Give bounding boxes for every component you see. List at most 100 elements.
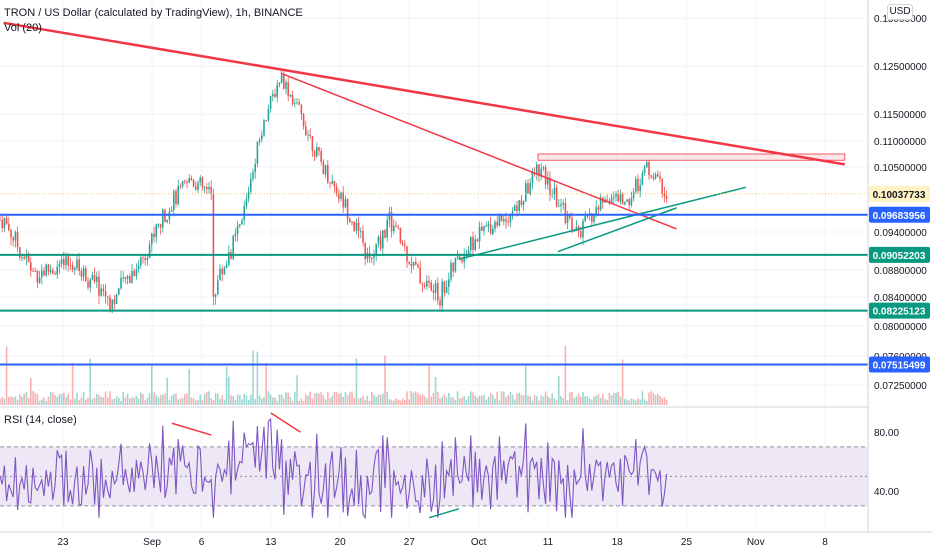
candle-123 [269, 95, 272, 113]
candle-259 [569, 212, 571, 220]
candle-36 [78, 252, 80, 276]
volume-bar-142 [311, 398, 314, 405]
candle-201 [441, 278, 443, 313]
candle-body-19 [41, 270, 43, 278]
volume-bar-177 [388, 399, 391, 405]
candle-body-84 [184, 180, 186, 182]
candle-81 [177, 179, 179, 206]
volume-bar-56 [122, 391, 124, 405]
candle-body-224 [492, 228, 494, 235]
candle-body-251 [551, 194, 553, 196]
candle-body-153 [335, 186, 338, 195]
candle-87 [190, 175, 193, 182]
currency-button[interactable]: USD [887, 4, 913, 20]
candle-23 [49, 264, 52, 275]
candle-body-98 [214, 294, 217, 297]
volume-bar-264 [580, 396, 582, 405]
volume-bar-298 [654, 394, 657, 405]
candle-body-240 [527, 183, 529, 194]
candle-67 [146, 254, 149, 266]
volume-bar-64 [140, 392, 142, 405]
candle-118 [258, 137, 261, 146]
candle-37 [80, 267, 83, 281]
candle-43 [93, 267, 96, 284]
volume-bar-125 [274, 397, 276, 405]
candle-body-169 [371, 258, 373, 259]
candle-body-281 [617, 193, 619, 202]
candle-body-247 [542, 167, 545, 169]
candle-body-237 [520, 200, 523, 205]
candle-38 [82, 265, 85, 282]
candle-body-64 [140, 257, 142, 266]
price-label-1: 0.09683956 [869, 206, 930, 223]
volume-bar-9 [19, 394, 21, 405]
candle-body-96 [210, 186, 212, 194]
candle-body-298 [654, 174, 657, 179]
candle-232 [509, 213, 512, 228]
candle-body-110 [241, 220, 243, 224]
rsi-indicator-label[interactable]: RSI (14, close) [4, 414, 77, 426]
candle-141 [309, 128, 311, 139]
candle-65 [142, 255, 144, 264]
grid-lines [0, 0, 868, 528]
volume-bar-91 [199, 394, 201, 405]
candle-44 [96, 271, 98, 289]
candle-112 [245, 193, 248, 210]
candle-109 [239, 223, 241, 229]
volume-bar-81 [177, 399, 179, 405]
volume-bar-165 [362, 395, 364, 405]
candle-body-17 [36, 271, 39, 283]
candle-155 [340, 191, 342, 202]
volume-bar-8 [16, 399, 19, 405]
volume-bar-219 [481, 395, 483, 405]
candle-222 [487, 220, 490, 233]
volume-bar-189 [415, 391, 417, 405]
symbol-title[interactable]: TRON / US Dollar (calculated by TradingV… [4, 7, 303, 19]
volume-bar-301 [661, 398, 663, 405]
candle-111 [243, 200, 245, 226]
volume-bar-302 [663, 397, 666, 405]
candle-body-114 [250, 178, 252, 192]
candle-body-205 [450, 262, 452, 280]
volume-bar-288 [632, 399, 635, 405]
volume-indicator-label[interactable]: Vol (20) [4, 22, 42, 34]
volume-bar-133 [291, 400, 294, 405]
candle-110 [241, 217, 243, 226]
volume-bar-60 [131, 397, 133, 405]
volume-bar-157 [344, 392, 347, 405]
candle-49 [107, 295, 109, 306]
candle-body-24 [52, 270, 54, 274]
volume-bar-59 [129, 398, 131, 405]
volume-bar-86 [188, 369, 190, 405]
candle-body-260 [571, 217, 573, 232]
candle-64 [140, 254, 142, 269]
chart-header: TRON / US Dollar (calculated by TradingV… [4, 6, 303, 36]
candle-body-220 [483, 226, 485, 231]
candle-body-217 [476, 239, 479, 242]
candle-body-108 [236, 225, 239, 234]
candle-14 [30, 257, 32, 277]
candle-8 [16, 226, 19, 253]
candle-152 [333, 180, 336, 193]
candle-9 [19, 246, 21, 261]
volume-bar-173 [379, 394, 382, 405]
candle-body-39 [85, 268, 87, 282]
price-tick-6: 0.10500000 [874, 163, 927, 174]
candle-body-204 [448, 279, 450, 288]
volume-bar-283 [621, 359, 624, 405]
volume-bar-238 [522, 395, 525, 405]
candle-body-167 [366, 252, 369, 259]
volume-bar-247 [542, 396, 545, 405]
volume-bar-102 [223, 399, 226, 405]
candle-115 [252, 168, 254, 182]
volume-bar-61 [133, 397, 135, 405]
candle-body-68 [148, 244, 151, 259]
candle-body-134 [294, 103, 296, 105]
time-tick-5: 27 [404, 537, 416, 548]
candle-290 [637, 173, 639, 194]
volume-bar-197 [432, 392, 435, 405]
volume-bar-200 [439, 398, 441, 405]
volume-bar-90 [197, 400, 199, 405]
volume-bar-287 [630, 398, 633, 405]
